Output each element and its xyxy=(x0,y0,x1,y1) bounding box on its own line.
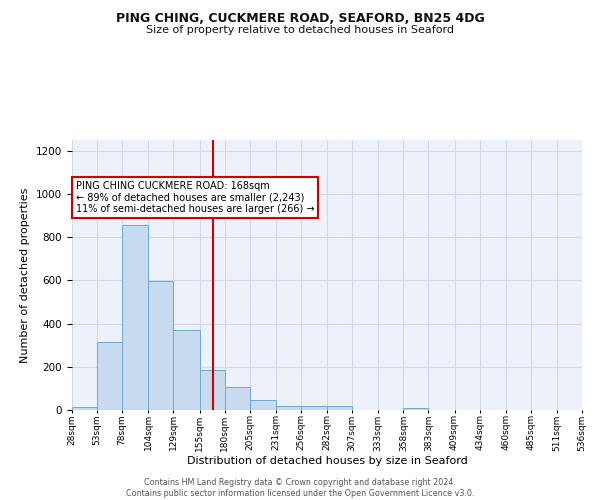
Text: Size of property relative to detached houses in Seaford: Size of property relative to detached ho… xyxy=(146,25,454,35)
Bar xyxy=(122,226,148,410)
Bar xyxy=(276,406,301,410)
Text: PING CHING CUCKMERE ROAD: 168sqm
← 89% of detached houses are smaller (2,243)
11: PING CHING CUCKMERE ROAD: 168sqm ← 89% o… xyxy=(76,181,314,214)
Bar xyxy=(148,282,173,410)
Bar xyxy=(97,342,122,410)
Bar xyxy=(301,406,327,410)
Text: Contains HM Land Registry data © Crown copyright and database right 2024.
Contai: Contains HM Land Registry data © Crown c… xyxy=(126,478,474,498)
Bar xyxy=(224,388,250,410)
Bar xyxy=(250,400,276,410)
X-axis label: Distribution of detached houses by size in Seaford: Distribution of detached houses by size … xyxy=(187,456,467,466)
Bar xyxy=(403,408,428,410)
Bar xyxy=(327,406,352,410)
Y-axis label: Number of detached properties: Number of detached properties xyxy=(20,188,31,362)
Bar xyxy=(199,370,224,410)
Bar xyxy=(173,330,199,410)
Text: PING CHING, CUCKMERE ROAD, SEAFORD, BN25 4DG: PING CHING, CUCKMERE ROAD, SEAFORD, BN25… xyxy=(116,12,484,26)
Bar xyxy=(72,407,97,410)
